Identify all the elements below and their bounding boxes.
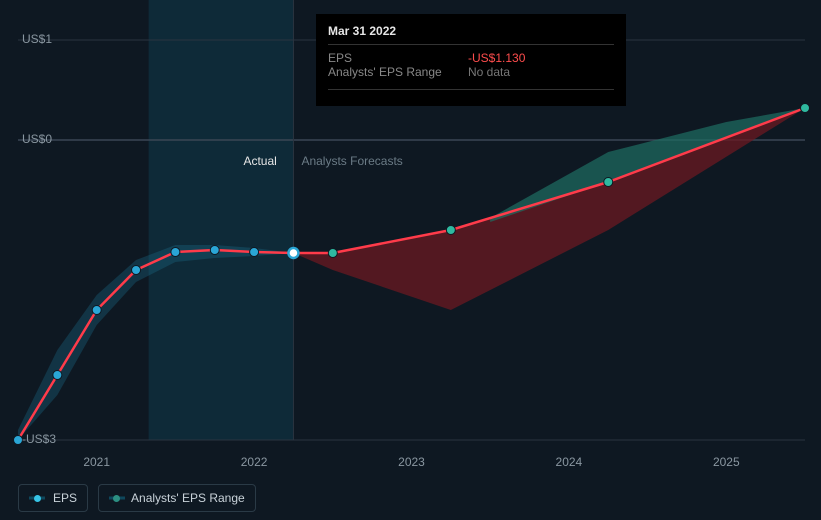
tooltip-row-value: -US$1.130 bbox=[468, 51, 525, 65]
legend-item-analysts-range[interactable]: Analysts' EPS Range bbox=[98, 484, 256, 512]
x-axis-label: 2024 bbox=[556, 455, 583, 469]
x-axis-label: 2021 bbox=[83, 455, 110, 469]
chart-tooltip: Mar 31 2022 EPS -US$1.130 Analysts' EPS … bbox=[316, 14, 626, 106]
eps-chart: { "chart": { "width": 821, "height": 520… bbox=[0, 0, 821, 520]
section-label-actual: Actual bbox=[243, 154, 276, 168]
y-axis-label: US$0 bbox=[22, 132, 52, 146]
x-axis-label: 2023 bbox=[398, 455, 425, 469]
legend-item-eps[interactable]: EPS bbox=[18, 484, 88, 512]
tooltip-row-label: Analysts' EPS Range bbox=[328, 65, 448, 79]
tooltip-date: Mar 31 2022 bbox=[328, 24, 614, 38]
section-label-forecast: Analysts Forecasts bbox=[301, 154, 402, 168]
tooltip-row-label: EPS bbox=[328, 51, 448, 65]
y-axis-label: US$1 bbox=[22, 32, 52, 46]
chart-legend: EPS Analysts' EPS Range bbox=[18, 484, 256, 512]
x-axis-label: 2025 bbox=[713, 455, 740, 469]
legend-marker-icon bbox=[109, 494, 123, 502]
legend-label: Analysts' EPS Range bbox=[131, 491, 245, 505]
y-axis-label: -US$3 bbox=[22, 432, 56, 446]
tooltip-row-value: No data bbox=[468, 65, 510, 79]
legend-label: EPS bbox=[53, 491, 77, 505]
legend-marker-icon bbox=[29, 494, 45, 502]
x-axis-label: 2022 bbox=[241, 455, 268, 469]
